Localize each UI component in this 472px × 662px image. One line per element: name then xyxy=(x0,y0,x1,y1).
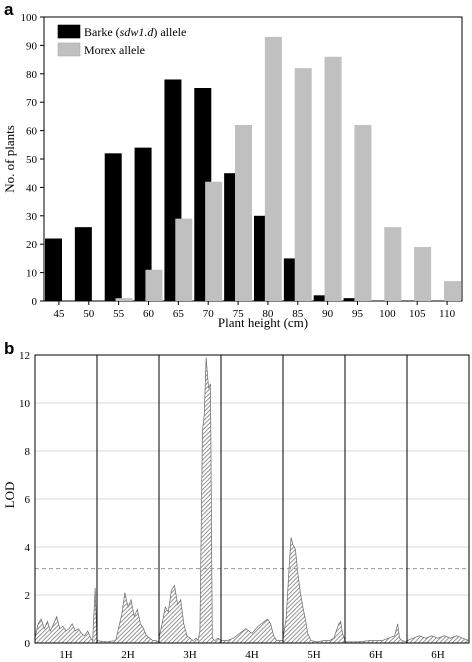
legend-swatch xyxy=(57,42,81,57)
lod-profile-area xyxy=(158,357,222,644)
bar-morex xyxy=(264,36,282,301)
y-axis-label: LOD xyxy=(2,482,17,509)
y-tick-label: 4 xyxy=(25,542,31,554)
y-tick-label: 12 xyxy=(19,350,30,362)
y-tick-label: 50 xyxy=(26,154,38,166)
y-tick-label: 70 xyxy=(26,97,38,109)
y-axis-label: No. of plants xyxy=(2,125,17,193)
y-tick-label: 90 xyxy=(26,40,38,52)
y-tick-label: 6 xyxy=(25,494,31,506)
chromosome-label: 2H xyxy=(121,649,135,661)
chromosome-label: 6H xyxy=(369,649,383,661)
x-tick-label: 110 xyxy=(439,308,456,320)
lod-profile-area xyxy=(344,623,408,644)
x-tick-label: 95 xyxy=(352,308,364,320)
legend-label: Morex allele xyxy=(84,43,145,57)
lod-profile-area xyxy=(406,635,470,644)
chromosome-label: 3H xyxy=(183,649,197,661)
x-tick-label: 50 xyxy=(83,308,95,320)
y-tick-label: 10 xyxy=(26,268,38,280)
y-tick-label: 10 xyxy=(19,398,31,410)
x-tick-label: 60 xyxy=(143,308,155,320)
x-tick-label: 80 xyxy=(262,308,274,320)
bar-barke xyxy=(343,298,361,301)
lod-profile-area xyxy=(34,587,98,644)
panel-b-letter: b xyxy=(4,339,14,358)
x-tick-label: 100 xyxy=(379,308,396,320)
x-tick-label: 45 xyxy=(53,308,65,320)
bar-barke xyxy=(134,147,152,301)
x-tick-label: 75 xyxy=(233,308,245,320)
lod-profile-area xyxy=(220,618,284,644)
x-tick-label: 55 xyxy=(113,308,125,320)
y-tick-label: 80 xyxy=(26,69,38,81)
y-tick-label: 30 xyxy=(26,211,38,223)
y-tick-label: 20 xyxy=(26,239,38,251)
panel-a-letter: a xyxy=(4,0,14,19)
y-tick-label: 2 xyxy=(25,590,31,602)
legend-label: Barke (sdw1.d) allele xyxy=(84,25,186,39)
y-tick-label: 60 xyxy=(26,126,38,138)
x-tick-label: 70 xyxy=(203,308,215,320)
legend-swatch xyxy=(57,24,81,39)
bar-morex xyxy=(414,247,432,301)
bar-morex xyxy=(175,218,193,301)
bar-barke xyxy=(104,153,122,301)
bar-morex xyxy=(145,269,163,301)
bar-barke xyxy=(74,227,92,301)
x-tick-label: 105 xyxy=(409,308,426,320)
y-tick-label: 8 xyxy=(25,446,31,458)
lod-profile-chart: 0 2 4 6 8 10 12 1H 2H 3H 4H 5H 6H 6H LOD xyxy=(2,350,470,661)
x-tick-label: 90 xyxy=(322,308,334,320)
bar-morex xyxy=(205,181,223,301)
lod-profile-area xyxy=(96,592,160,644)
x-axis-label: Plant height (cm) xyxy=(218,315,308,330)
bar-morex xyxy=(444,281,461,301)
bar-morex xyxy=(354,124,372,301)
bar-morex xyxy=(324,56,342,302)
x-tick-label: 65 xyxy=(173,308,185,320)
bar-morex xyxy=(294,68,312,302)
chromosome-label: 4H xyxy=(245,649,259,661)
bar-barke xyxy=(313,295,331,301)
y-tick-label: 40 xyxy=(26,182,38,194)
bar-barke xyxy=(45,238,62,301)
bar-morex xyxy=(384,227,402,301)
chromosome-label: 6H xyxy=(431,649,445,661)
bar-morex xyxy=(115,298,133,301)
lod-profile-area xyxy=(282,537,346,644)
y-tick-label: 0 xyxy=(32,296,38,308)
histogram-plant-height: 0 10 20 30 40 50 60 70 80 90 100 45 50 55 60 65 70 75 80 85… xyxy=(2,12,463,330)
x-tick-label: 85 xyxy=(292,308,304,320)
bar-morex xyxy=(235,124,252,301)
y-tick-label: 100 xyxy=(21,12,38,24)
chromosome-label: 1H xyxy=(59,649,73,661)
y-tick-label: 0 xyxy=(25,638,31,650)
chromosome-label: 5H xyxy=(307,649,321,661)
plot-frame xyxy=(34,354,470,644)
